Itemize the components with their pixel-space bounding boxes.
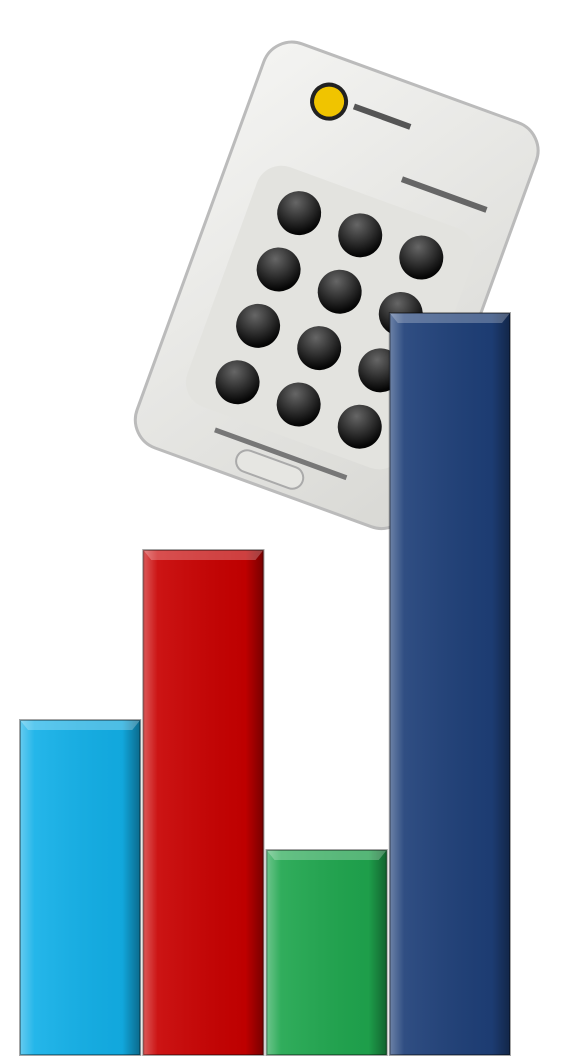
bar-bevel	[20, 720, 141, 730]
remote-brand	[352, 103, 412, 130]
remote-model	[400, 176, 488, 213]
bar-bevel	[266, 850, 387, 860]
bar-edge	[19, 719, 142, 1056]
remote-logo	[310, 82, 349, 121]
bar-bevel	[143, 550, 264, 560]
bar-edge	[142, 549, 265, 1056]
bar-shade	[143, 550, 264, 1055]
remote-url	[214, 427, 348, 481]
bar-edge	[388, 312, 511, 1056]
bar-shade	[20, 720, 141, 1055]
bar-bevel	[389, 313, 510, 323]
bar-shade	[266, 850, 387, 1055]
bar-edge	[265, 849, 388, 1056]
remote-loop	[235, 449, 305, 490]
bar-shade	[389, 313, 510, 1055]
